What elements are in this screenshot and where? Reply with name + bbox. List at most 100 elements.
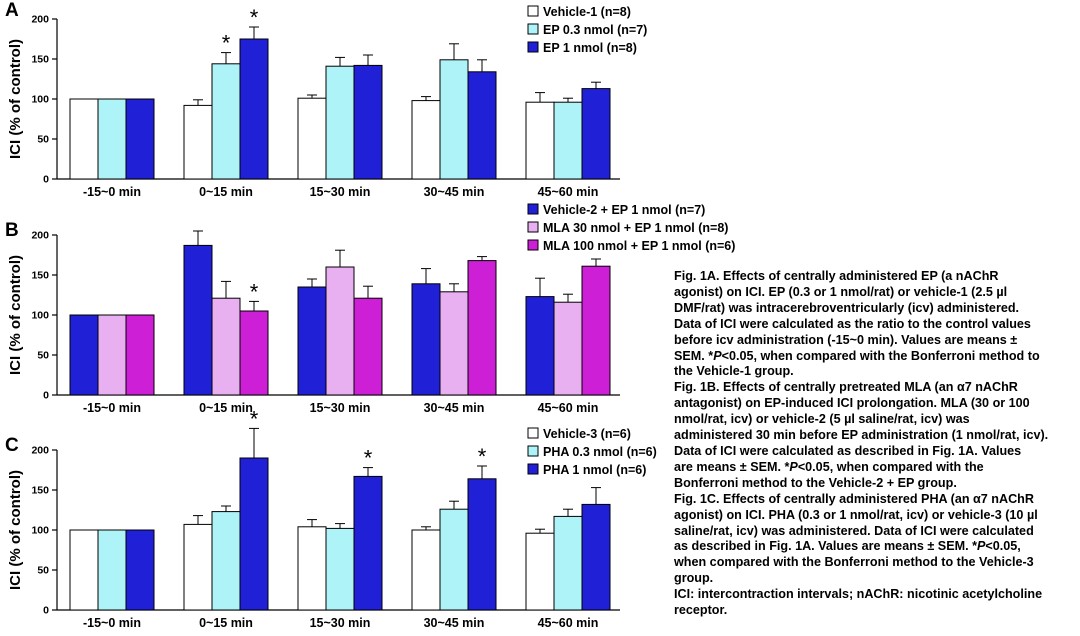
significance-marker: * xyxy=(222,31,231,56)
significance-marker: * xyxy=(478,444,487,469)
y-tick-label: 150 xyxy=(31,485,49,497)
x-tick-label: 0~15 min xyxy=(199,185,253,199)
bar xyxy=(97,529,127,611)
bar xyxy=(297,526,327,611)
significance-marker: * xyxy=(250,5,259,30)
x-tick-label: 0~15 min xyxy=(199,616,253,630)
bar xyxy=(353,64,383,180)
bar xyxy=(581,503,611,611)
legend-label: Vehicle-1 (n=8) xyxy=(543,5,631,19)
legend-label: Vehicle-3 (n=6) xyxy=(543,427,631,441)
bar xyxy=(69,98,99,180)
significance-marker: * xyxy=(250,279,259,304)
bar xyxy=(211,297,241,396)
x-tick-label: -15~0 min xyxy=(83,185,141,199)
legend-swatch xyxy=(527,41,539,53)
bar xyxy=(553,101,583,180)
bar xyxy=(581,265,611,396)
legend-swatch xyxy=(527,5,539,17)
legend-swatch xyxy=(527,463,539,475)
x-tick-label: -15~0 min xyxy=(83,616,141,630)
figure-caption: Fig. 1A. Effects of centrally administer… xyxy=(674,269,1074,619)
legend-swatch xyxy=(527,239,539,251)
y-tick-label: 50 xyxy=(37,134,49,146)
y-axis-label: ICI (% of control) xyxy=(7,255,24,375)
bar xyxy=(183,104,213,180)
y-tick-label: 200 xyxy=(31,445,49,457)
bar xyxy=(297,286,327,396)
x-tick-label: 45~60 min xyxy=(538,185,599,199)
bar xyxy=(353,475,383,611)
legend-swatch xyxy=(527,221,539,233)
y-axis-label: ICI (% of control) xyxy=(7,470,24,590)
panel-label: A xyxy=(5,0,19,21)
bar xyxy=(467,260,497,396)
y-tick-label: 150 xyxy=(31,54,49,66)
legend-swatch xyxy=(527,23,539,35)
bar xyxy=(69,529,99,611)
y-tick-label: 150 xyxy=(31,270,49,282)
bar xyxy=(239,38,269,180)
bar xyxy=(467,478,497,611)
bar xyxy=(525,296,555,396)
bar xyxy=(69,314,99,396)
legend-label: MLA 100 nmol + EP 1 nmol (n=6) xyxy=(543,239,735,253)
bar xyxy=(325,266,355,396)
bar xyxy=(211,63,241,180)
bar xyxy=(125,314,155,396)
y-tick-label: 100 xyxy=(31,525,49,537)
y-tick-label: 100 xyxy=(31,94,49,106)
x-tick-label: 15~30 min xyxy=(310,616,371,630)
legend-label: Vehicle-2 + EP 1 nmol (n=7) xyxy=(543,203,705,217)
bar xyxy=(297,97,327,180)
bar xyxy=(439,59,469,180)
y-tick-label: 0 xyxy=(43,605,49,617)
x-tick-label: 45~60 min xyxy=(538,401,599,415)
legend-swatch xyxy=(527,427,539,439)
bar xyxy=(353,297,383,396)
bar xyxy=(97,98,127,180)
y-axis-label: ICI (% of control) xyxy=(7,39,24,159)
bar xyxy=(183,523,213,611)
caption-fig1b: Fig. 1B. Effects of centrally pretreated… xyxy=(674,380,1049,490)
bar xyxy=(553,515,583,611)
bar xyxy=(125,98,155,180)
caption-fig1a: Fig. 1A. Effects of centrally administer… xyxy=(674,269,1040,379)
legend-label: MLA 30 nmol + EP 1 nmol (n=8) xyxy=(543,221,728,235)
bar xyxy=(97,314,127,396)
x-tick-label: 30~45 min xyxy=(424,616,485,630)
y-tick-label: 0 xyxy=(43,174,49,186)
bar xyxy=(211,511,241,611)
legend-swatch xyxy=(527,203,539,215)
y-tick-label: 200 xyxy=(31,14,49,26)
bar xyxy=(553,301,583,396)
bar xyxy=(325,65,355,180)
y-tick-label: 100 xyxy=(31,310,49,322)
bar xyxy=(411,529,441,611)
x-tick-label: 30~45 min xyxy=(424,401,485,415)
x-tick-label: -15~0 min xyxy=(83,401,141,415)
legend-swatch xyxy=(527,445,539,457)
x-tick-label: 15~30 min xyxy=(310,401,371,415)
caption-abbreviations: ICI: intercontraction intervals; nAChR: … xyxy=(674,587,1043,618)
bar xyxy=(239,310,269,396)
x-tick-label: 0~15 min xyxy=(199,401,253,415)
y-tick-label: 0 xyxy=(43,390,49,402)
bar xyxy=(439,291,469,396)
bar xyxy=(581,88,611,180)
bar xyxy=(467,71,497,180)
bar xyxy=(411,283,441,396)
legend-label: PHA 0.3 nmol (n=6) xyxy=(543,445,657,459)
x-tick-label: 15~30 min xyxy=(310,185,371,199)
significance-marker: * xyxy=(364,446,373,471)
panel-label: B xyxy=(5,220,19,241)
bar xyxy=(125,529,155,611)
bar xyxy=(183,244,213,396)
caption-fig1c: Fig. 1C. Effects of centrally administer… xyxy=(674,491,1038,586)
bar xyxy=(525,101,555,180)
x-tick-label: 45~60 min xyxy=(538,616,599,630)
x-tick-label: 30~45 min xyxy=(424,185,485,199)
significance-marker: * xyxy=(250,406,259,431)
bar xyxy=(411,100,441,180)
